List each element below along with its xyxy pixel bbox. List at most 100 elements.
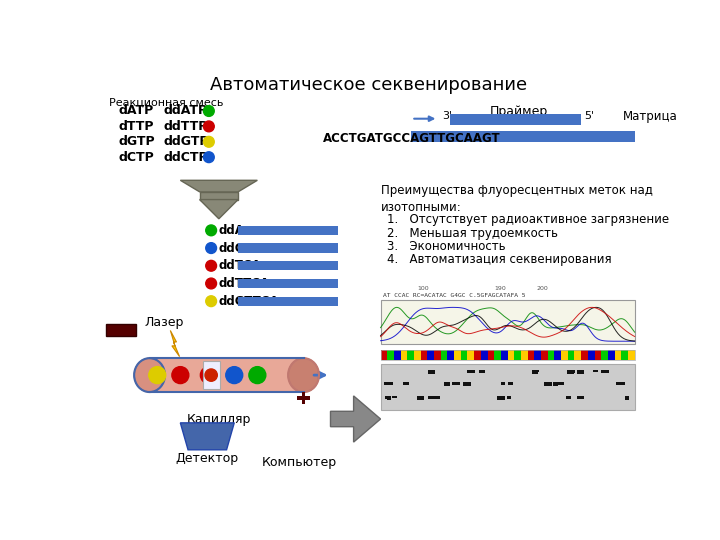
Bar bbox=[384, 382, 393, 385]
Text: ddGTP: ddGTP bbox=[163, 136, 209, 148]
Bar bbox=[577, 370, 584, 374]
Bar bbox=[474, 350, 481, 361]
Text: ACCTGATGCCAGTTGCAAGT: ACCTGATGCCAGTTGCAAGT bbox=[323, 132, 500, 145]
Bar bbox=[454, 350, 461, 361]
Circle shape bbox=[226, 367, 243, 383]
Bar bbox=[302, 392, 305, 404]
Bar bbox=[595, 350, 601, 361]
Bar bbox=[544, 382, 552, 386]
Text: Компьютер: Компьютер bbox=[262, 456, 337, 469]
Bar bbox=[392, 396, 397, 399]
Bar bbox=[467, 350, 474, 361]
Bar bbox=[411, 131, 634, 142]
Bar bbox=[414, 350, 420, 361]
Text: Лазер: Лазер bbox=[144, 316, 184, 329]
Bar bbox=[408, 350, 414, 361]
Bar bbox=[501, 382, 505, 384]
Text: ddA: ddA bbox=[218, 224, 244, 237]
Bar bbox=[400, 350, 408, 361]
Text: AT CCAC RC=ACATAC G4GC C.5GFAGCATAFA 5: AT CCAC RC=ACATAC G4GC C.5GFAGCATAFA 5 bbox=[383, 293, 526, 298]
Bar bbox=[548, 350, 554, 361]
Text: ddTTP: ddTTP bbox=[163, 120, 208, 133]
Bar bbox=[297, 396, 310, 400]
Bar bbox=[557, 382, 564, 384]
FancyBboxPatch shape bbox=[150, 358, 304, 392]
Bar bbox=[625, 396, 629, 401]
Text: dGTP: dGTP bbox=[119, 136, 156, 148]
Bar bbox=[621, 350, 628, 361]
Bar bbox=[444, 382, 450, 386]
Bar bbox=[497, 396, 505, 400]
Text: 4.   Автоматизация секвенирования: 4. Автоматизация секвенирования bbox=[387, 253, 611, 266]
Bar bbox=[463, 382, 471, 386]
Circle shape bbox=[206, 242, 217, 253]
Circle shape bbox=[204, 106, 215, 117]
Text: Матрица: Матрица bbox=[623, 110, 678, 123]
Bar bbox=[428, 396, 435, 399]
Bar bbox=[238, 261, 338, 271]
Text: 3.   Экономичность: 3. Экономичность bbox=[387, 240, 505, 253]
Text: 200: 200 bbox=[536, 286, 548, 292]
Bar bbox=[514, 350, 521, 361]
Bar bbox=[402, 382, 409, 385]
Bar bbox=[238, 279, 338, 288]
Circle shape bbox=[206, 296, 217, 307]
Text: ddTCA: ddTCA bbox=[218, 259, 261, 272]
Bar bbox=[568, 370, 575, 373]
Text: dATP: dATP bbox=[119, 105, 154, 118]
Bar bbox=[238, 226, 338, 235]
Text: Реакционная смесь: Реакционная смесь bbox=[109, 97, 223, 107]
Bar bbox=[381, 350, 634, 361]
Bar bbox=[508, 350, 514, 361]
Bar bbox=[566, 396, 571, 399]
Bar bbox=[507, 396, 511, 399]
Bar bbox=[420, 350, 428, 361]
Polygon shape bbox=[330, 396, 381, 442]
Bar bbox=[431, 396, 439, 400]
Circle shape bbox=[172, 367, 189, 383]
Bar bbox=[553, 382, 558, 386]
Bar bbox=[447, 350, 454, 361]
Bar bbox=[387, 396, 392, 401]
Bar bbox=[575, 350, 581, 361]
Circle shape bbox=[204, 152, 215, 163]
Bar bbox=[450, 114, 581, 125]
Circle shape bbox=[205, 369, 217, 381]
Bar bbox=[381, 300, 634, 345]
Text: dCTP: dCTP bbox=[119, 151, 155, 164]
Bar bbox=[199, 192, 238, 200]
Ellipse shape bbox=[288, 358, 319, 392]
Bar bbox=[434, 350, 441, 361]
Circle shape bbox=[200, 367, 217, 383]
Text: Автоматическое секвенирование: Автоматическое секвенирование bbox=[210, 76, 528, 94]
Bar bbox=[521, 350, 528, 361]
Bar bbox=[385, 396, 391, 399]
Bar bbox=[238, 244, 338, 253]
Bar bbox=[428, 350, 434, 361]
Text: 190: 190 bbox=[494, 286, 505, 292]
Bar bbox=[387, 350, 394, 361]
Bar bbox=[615, 350, 621, 361]
Bar bbox=[451, 382, 459, 384]
Bar bbox=[528, 350, 534, 361]
Circle shape bbox=[206, 278, 217, 289]
Bar bbox=[588, 350, 595, 361]
Text: dTTP: dTTP bbox=[119, 120, 154, 133]
Text: ddTTCA: ddTTCA bbox=[218, 277, 269, 290]
Circle shape bbox=[206, 260, 217, 271]
Bar bbox=[381, 363, 634, 410]
Bar bbox=[601, 370, 609, 373]
Bar bbox=[238, 296, 338, 306]
Bar bbox=[567, 370, 575, 374]
Bar bbox=[417, 396, 424, 400]
Text: 5': 5' bbox=[585, 111, 595, 122]
Text: 1.   Отсутствует радиоактивное загрязнение: 1. Отсутствует радиоактивное загрязнение bbox=[387, 213, 669, 226]
Ellipse shape bbox=[134, 358, 165, 392]
Circle shape bbox=[204, 121, 215, 132]
Bar bbox=[601, 350, 608, 361]
Bar bbox=[531, 370, 539, 374]
Circle shape bbox=[206, 225, 217, 236]
Bar bbox=[461, 350, 467, 361]
Bar bbox=[568, 350, 575, 361]
Text: ddGTTCA: ddGTTCA bbox=[218, 295, 279, 308]
